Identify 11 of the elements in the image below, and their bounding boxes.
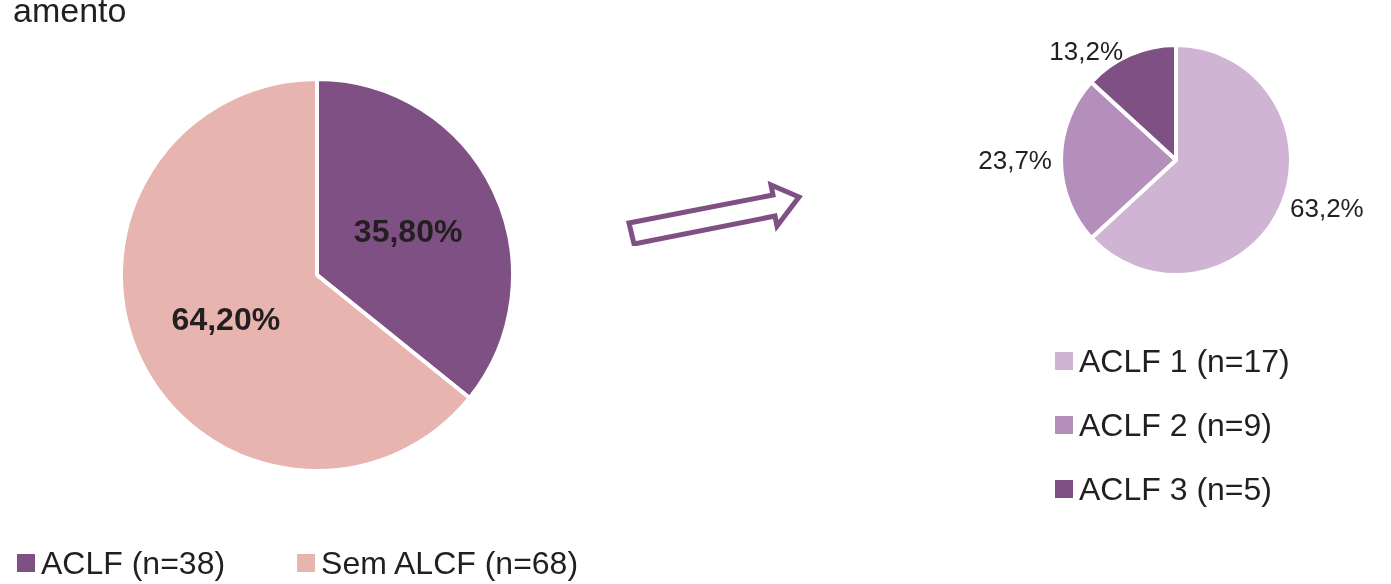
data-label: 63,2% (1290, 192, 1364, 223)
legend-label: ACLF 3 (n=5) (1079, 471, 1272, 507)
legend-label: ACLF (n=38) (41, 545, 226, 581)
chart-title: amento (13, 0, 127, 29)
legend-label: Sem ALCF (n=68) (321, 545, 579, 581)
legend-label: ACLF 2 (n=9) (1079, 407, 1272, 443)
data-label: 64,20% (171, 300, 281, 337)
data-label: 23,7% (978, 145, 1052, 176)
data-label: 13,2% (1049, 36, 1124, 67)
data-label: 35,80% (353, 213, 463, 250)
legend-label: ACLF 1 (n=17) (1079, 343, 1290, 379)
